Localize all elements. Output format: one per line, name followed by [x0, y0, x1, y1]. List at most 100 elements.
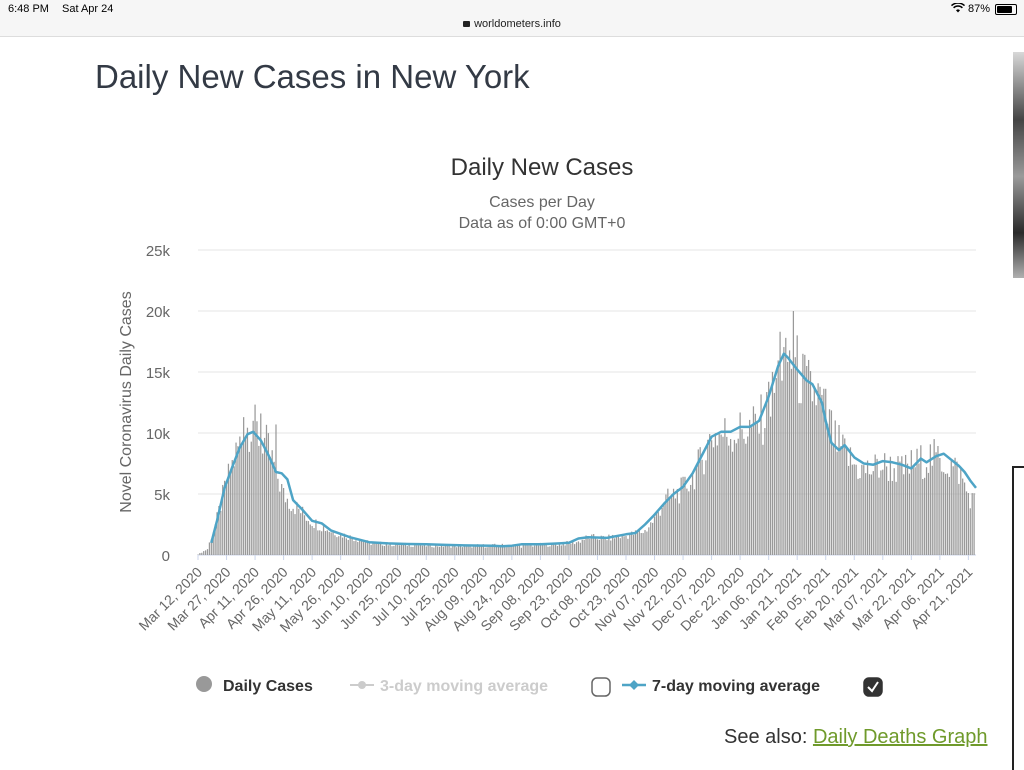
bar	[793, 311, 794, 555]
bar	[873, 471, 874, 555]
bar	[435, 545, 436, 555]
checkbox-7day-average[interactable]	[864, 678, 882, 696]
bar	[517, 546, 518, 555]
bar	[745, 444, 746, 555]
bar	[909, 474, 910, 555]
bar	[234, 466, 235, 555]
bar	[705, 460, 706, 555]
bar	[972, 493, 973, 555]
bar	[296, 502, 297, 555]
bar	[285, 502, 286, 555]
bar	[774, 393, 775, 555]
bar	[355, 540, 356, 555]
bar	[926, 467, 927, 555]
legend-item-7day-average[interactable]: 7-day moving average	[622, 678, 820, 695]
bar	[876, 459, 877, 555]
bar	[357, 542, 358, 555]
legend-label-daily-cases: Daily Cases	[223, 678, 313, 695]
bar	[555, 545, 556, 555]
bar	[932, 466, 933, 555]
bar	[785, 338, 786, 555]
bar	[599, 540, 600, 555]
bar	[625, 536, 626, 555]
bar	[553, 543, 554, 555]
bar	[462, 547, 463, 555]
bar	[220, 511, 221, 555]
bar	[654, 517, 655, 555]
daily-deaths-graph-link[interactable]: Daily Deaths Graph	[813, 726, 988, 748]
bar	[485, 548, 486, 555]
bar	[762, 445, 763, 555]
bar	[652, 523, 653, 555]
legend-marker-3day	[358, 681, 366, 689]
bar	[386, 544, 387, 555]
bar	[313, 528, 314, 555]
bar	[378, 542, 379, 555]
bar	[433, 547, 434, 555]
bar	[679, 503, 680, 555]
bar	[641, 533, 642, 555]
bar	[439, 547, 440, 555]
bar	[918, 463, 919, 555]
bar	[511, 546, 512, 555]
bar	[941, 472, 942, 555]
bar	[528, 546, 529, 555]
bar	[589, 539, 590, 555]
bar	[798, 403, 799, 555]
bar	[686, 489, 687, 555]
bar	[327, 530, 328, 555]
bar	[595, 538, 596, 555]
bar	[336, 537, 337, 555]
bar	[509, 547, 510, 555]
bar	[422, 546, 423, 555]
legend-item-3day-average[interactable]: 3-day moving average	[350, 678, 548, 695]
y-axis-label: Novel Coronavirus Daily Cases	[118, 291, 135, 512]
bar	[859, 478, 860, 555]
bar	[209, 542, 210, 555]
bar	[245, 438, 246, 555]
bar	[764, 428, 765, 555]
bar	[720, 435, 721, 555]
bar	[865, 473, 866, 555]
bar	[382, 545, 383, 555]
bar	[418, 545, 419, 555]
bar	[372, 543, 373, 555]
bar	[260, 413, 261, 555]
bar	[416, 545, 417, 555]
legend-marker-7day	[629, 680, 639, 690]
bar	[783, 347, 784, 555]
bar	[557, 546, 558, 555]
bar	[648, 527, 649, 555]
bar	[547, 547, 548, 555]
bar	[247, 428, 248, 555]
bar	[428, 544, 429, 555]
bar	[479, 545, 480, 555]
bar	[831, 410, 832, 555]
see-also-prefix: See also:	[724, 726, 807, 748]
bar	[817, 383, 818, 555]
bar	[561, 545, 562, 555]
bar	[658, 512, 659, 555]
bar	[960, 469, 961, 555]
bar	[968, 493, 969, 555]
bar	[646, 532, 647, 555]
bar	[949, 477, 950, 555]
bar	[306, 521, 307, 555]
bar	[289, 509, 290, 555]
bar	[279, 492, 280, 555]
bar	[707, 440, 708, 555]
bar	[913, 468, 914, 555]
grid-lines	[198, 250, 976, 555]
legend-item-daily-cases[interactable]: Daily Cases	[196, 676, 313, 695]
bar	[610, 540, 611, 555]
bar	[384, 546, 385, 555]
daily-cases-chart: Daily New Cases Cases per Day Data as of…	[0, 0, 1012, 720]
bar	[903, 474, 904, 555]
bar	[751, 427, 752, 555]
checkbox-3day-average[interactable]	[592, 678, 610, 696]
bar	[964, 483, 965, 555]
bar	[490, 546, 491, 555]
y-tick-label: 20k	[146, 304, 171, 321]
bar	[340, 533, 341, 555]
bar	[690, 485, 691, 555]
